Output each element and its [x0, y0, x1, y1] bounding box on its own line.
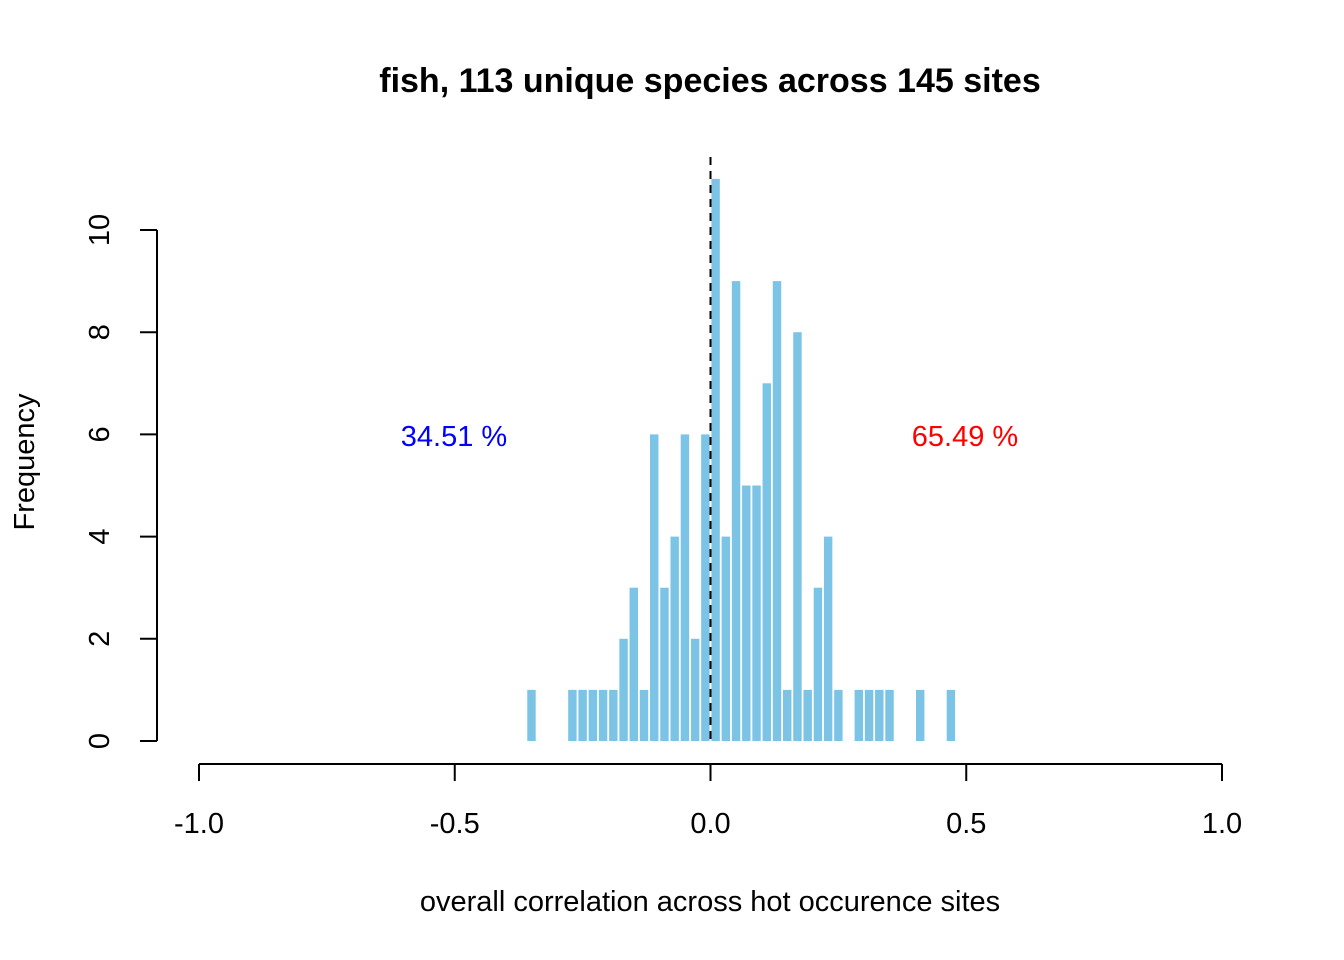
histogram-bar	[619, 638, 628, 741]
histogram-bar	[568, 689, 577, 741]
histogram-bar	[803, 689, 812, 741]
histogram-bar	[772, 281, 782, 741]
positive-percentage-label: 65.49 %	[912, 421, 1018, 453]
histogram-bar	[639, 689, 649, 741]
histogram-bar	[721, 536, 731, 741]
histogram-bar	[752, 485, 761, 741]
x-tick-label: -1.0	[174, 808, 224, 840]
y-axis: 0 2 4 6 8 10	[84, 214, 158, 749]
histogram-bars	[527, 178, 956, 741]
x-axis-label: overall correlation across hot occurence…	[420, 886, 1000, 918]
histogram-bar	[864, 689, 874, 741]
x-axis: -1.0 -0.5 0.0 0.5 1.0	[174, 763, 1242, 840]
histogram-bar	[598, 689, 608, 741]
histogram-bar	[650, 434, 659, 741]
x-tick-label: -0.5	[430, 808, 480, 840]
histogram-bar	[885, 689, 894, 741]
histogram-bar	[834, 689, 843, 741]
y-tick-label: 6	[84, 426, 116, 442]
histogram-bar	[660, 587, 669, 741]
histogram-bar	[578, 689, 587, 741]
histogram-bar	[629, 587, 638, 741]
y-tick-label: 0	[84, 733, 116, 749]
y-tick-label: 8	[84, 324, 116, 340]
histogram-bar	[946, 689, 956, 741]
histogram-bar	[527, 689, 536, 741]
histogram-bar	[783, 689, 792, 741]
negative-percentage-label: 34.51 %	[401, 421, 507, 453]
histogram-bar	[813, 587, 823, 741]
y-tick-label: 2	[84, 631, 116, 647]
y-tick-label: 10	[84, 214, 116, 246]
histogram-bar	[588, 689, 598, 741]
chart-title: fish, 113 unique species across 145 site…	[379, 62, 1040, 100]
histogram-bar	[793, 332, 802, 741]
histogram-bar	[916, 689, 925, 741]
histogram-bar	[823, 536, 833, 741]
histogram-bar	[731, 281, 741, 741]
histogram-bar	[680, 434, 690, 741]
x-tick-label: 1.0	[1202, 808, 1242, 840]
histogram-bar	[690, 638, 700, 741]
histogram-bar	[670, 536, 679, 741]
histogram-bar	[609, 689, 618, 741]
histogram-bar	[701, 434, 710, 741]
x-tick-label: 0.5	[946, 808, 986, 840]
y-axis-label: Frequency	[9, 393, 41, 531]
y-tick-label: 4	[84, 529, 116, 545]
histogram-bar	[762, 383, 771, 741]
histogram-bar	[875, 689, 884, 741]
histogram-bar	[742, 485, 751, 741]
histogram-bar	[711, 178, 720, 741]
histogram-bar	[854, 689, 864, 741]
x-tick-label: 0.0	[690, 808, 730, 840]
